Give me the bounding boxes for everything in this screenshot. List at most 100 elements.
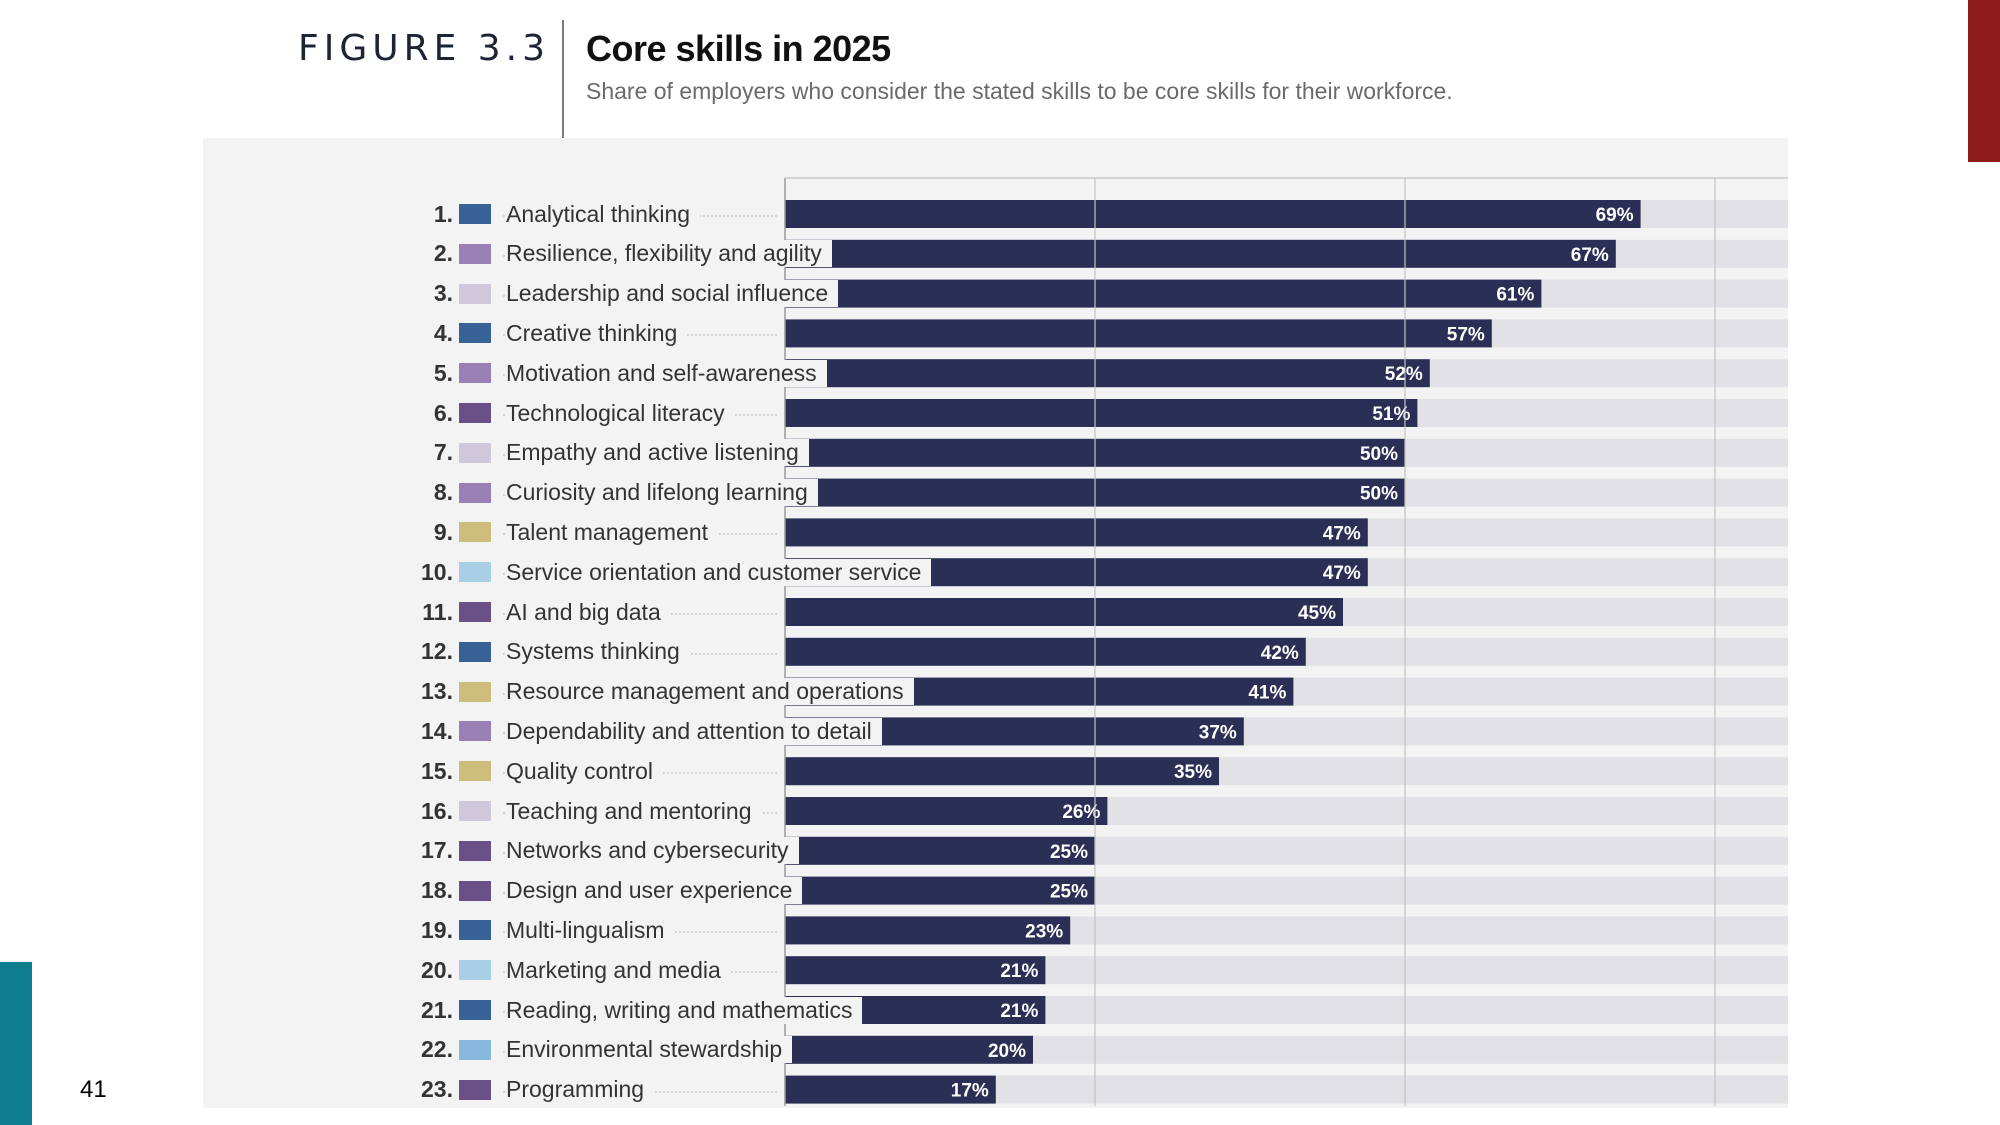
bar-value-label: 35% — [1174, 762, 1212, 783]
category-color-swatch — [459, 323, 491, 344]
category-color-swatch — [459, 681, 491, 702]
category-rank: 17. — [421, 837, 453, 864]
bar-value-label: 23% — [1025, 921, 1063, 942]
category-label: Dependability and attention to detail — [506, 717, 882, 745]
category-row-label: 12. Systems thinking — [203, 632, 690, 672]
category-label: Resilience, flexibility and agility — [506, 240, 832, 268]
category-rank: 16. — [421, 797, 453, 824]
category-color-swatch — [459, 522, 491, 543]
bar-value-label: 25% — [1050, 882, 1088, 903]
category-color-swatch — [459, 1000, 491, 1020]
bar-chart: 69% 67% 61% 57% 52% 51% 50% 50% 47% 47% 45% 42% 41% 3… — [784, 177, 1788, 1106]
category-rank: 4. — [433, 319, 453, 346]
category-label: Teaching and mentoring — [506, 797, 762, 825]
bar-value-label: 47% — [1323, 563, 1361, 584]
bar-value-label: 42% — [1261, 643, 1299, 664]
category-row-label: 14. Dependability and attention to detail — [203, 711, 882, 751]
category-row-label: 16. Teaching and mentoring — [203, 791, 762, 831]
bar-value-label: 52% — [1385, 364, 1423, 385]
category-color-swatch — [459, 960, 491, 981]
category-color-swatch — [459, 801, 491, 821]
category-label: Talent management — [506, 518, 719, 546]
category-row-label: 20. Marketing and media — [203, 950, 731, 990]
bar — [785, 1035, 1033, 1064]
bar-value-label: 45% — [1298, 603, 1336, 624]
bar-value-label: 25% — [1050, 842, 1088, 863]
category-rank: 7. — [433, 439, 453, 466]
category-color-swatch — [459, 880, 491, 901]
category-label: Environmental stewardship — [506, 1036, 793, 1064]
category-row-label: 5. Motivation and self-awareness — [203, 353, 827, 393]
bar-value-label: 41% — [1248, 683, 1286, 704]
category-label: AI and big data — [506, 598, 671, 626]
category-color-swatch — [459, 562, 491, 583]
bar-value-label: 37% — [1199, 722, 1237, 743]
header-divider — [562, 20, 564, 138]
category-row-label: 4. Creative thinking — [203, 313, 688, 353]
category-label: Design and user experience — [506, 877, 803, 905]
bar-value-label: 67% — [1571, 245, 1609, 266]
bar — [785, 876, 1095, 905]
category-rank: 2. — [433, 240, 453, 267]
chart-title: Core skills in 2025 — [586, 28, 891, 69]
category-color-swatch — [459, 721, 491, 742]
category-label: Creative thinking — [506, 319, 688, 347]
category-label: Motivation and self-awareness — [506, 359, 827, 387]
category-rank: 21. — [421, 996, 453, 1023]
page-number: 41 — [80, 1076, 107, 1103]
bar — [785, 279, 1542, 308]
category-rank: 23. — [421, 1076, 453, 1103]
category-label: Service orientation and customer service — [506, 558, 932, 586]
accent-bar-right — [1968, 0, 2000, 162]
category-rank: 13. — [421, 678, 453, 705]
category-label: Leadership and social influence — [506, 280, 839, 308]
category-rank: 9. — [433, 518, 453, 545]
category-label: Systems thinking — [506, 638, 690, 666]
bar-value-label: 47% — [1323, 523, 1361, 544]
bar — [785, 200, 1641, 228]
bar-value-label: 21% — [1000, 1001, 1038, 1022]
category-rank: 12. — [421, 638, 453, 665]
category-row-label: 18. Design and user experience — [203, 871, 803, 911]
bar — [785, 359, 1430, 388]
category-label: Networks and cybersecurity — [506, 837, 799, 865]
bar-value-label: 17% — [951, 1081, 989, 1102]
bar-value-label: 21% — [1000, 961, 1038, 982]
bar — [785, 239, 1616, 268]
category-color-swatch — [459, 602, 491, 622]
bar — [785, 956, 1046, 985]
bar-value-label: 61% — [1496, 285, 1534, 306]
category-row-label: 13. Resource management and operations — [203, 672, 914, 712]
category-rank: 1. — [433, 200, 453, 227]
category-label: Technological literacy — [506, 399, 735, 427]
bar — [785, 319, 1492, 348]
bar — [785, 637, 1306, 666]
category-rank: 14. — [421, 717, 453, 744]
category-rank: 19. — [421, 916, 453, 943]
category-color-swatch — [459, 243, 491, 264]
category-color-swatch — [459, 204, 491, 224]
category-row-label: 11. AI and big data — [203, 592, 671, 632]
bar — [785, 757, 1219, 786]
chart-panel: 69% 67% 61% 57% 52% 51% 50% 50% 47% 47% 45% 42% 41% 3… — [203, 138, 1788, 1108]
category-row-label: 19. Multi-lingualism — [203, 910, 675, 950]
category-color-swatch — [459, 840, 491, 861]
category-label: Quality control — [506, 757, 664, 785]
category-label: Multi-lingualism — [506, 916, 675, 944]
category-color-swatch — [459, 761, 491, 782]
category-row-label: 3. Leadership and social influence — [203, 274, 839, 314]
category-rank: 18. — [421, 877, 453, 904]
bar — [785, 518, 1368, 547]
category-color-swatch — [459, 920, 491, 941]
category-label: Programming — [506, 1076, 655, 1104]
figure-label: FIGURE 3.3 — [298, 28, 551, 69]
category-color-swatch — [459, 482, 491, 503]
accent-bar-left — [0, 962, 32, 1125]
category-color-swatch — [459, 641, 491, 662]
category-label: Curiosity and lifelong learning — [506, 479, 818, 507]
category-label: Resource management and operations — [506, 678, 914, 706]
category-color-swatch — [459, 363, 491, 384]
category-color-swatch — [459, 403, 491, 423]
category-row-label: 7. Empathy and active listening — [203, 433, 809, 473]
bar — [785, 836, 1095, 865]
